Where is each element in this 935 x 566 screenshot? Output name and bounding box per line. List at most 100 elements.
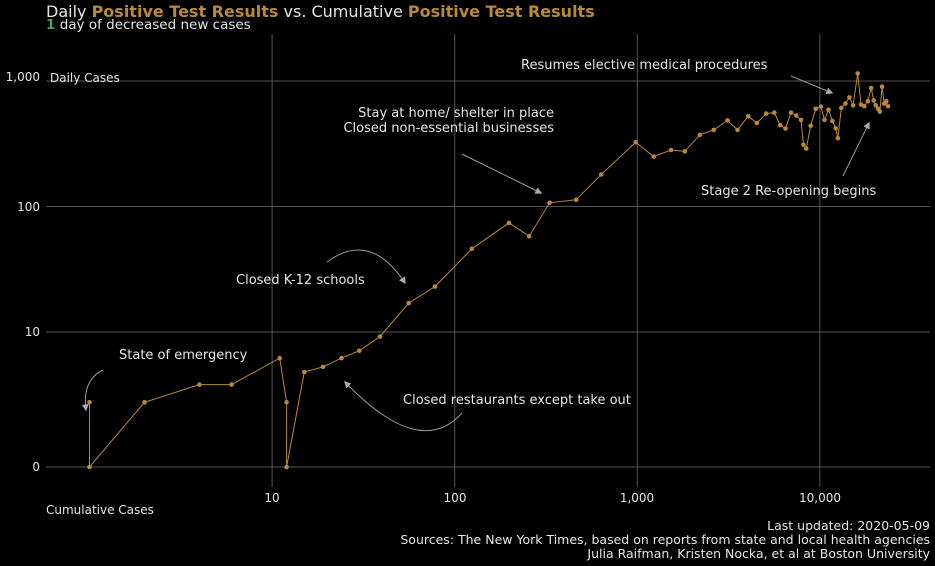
annotation-closed-businesses: Closed non-essential businesses <box>343 121 554 136</box>
data-point <box>850 103 856 108</box>
data-point <box>818 104 824 109</box>
data-point <box>822 117 827 123</box>
data-point <box>725 118 730 123</box>
arrow-closed-schools <box>326 249 406 285</box>
data-point <box>885 103 891 109</box>
data-point <box>697 132 703 138</box>
data-point <box>320 364 326 370</box>
grid-lines <box>46 34 930 487</box>
arrow-elective-procedures <box>790 75 834 95</box>
arrow-stay-at-home <box>461 153 543 194</box>
data-point <box>862 103 867 109</box>
data-point <box>847 95 852 100</box>
data-point <box>879 84 885 89</box>
data-point <box>302 369 307 375</box>
data-point <box>839 105 844 111</box>
data-point <box>339 355 344 361</box>
data-point <box>377 334 383 339</box>
data-point <box>711 127 716 133</box>
data-point <box>573 197 579 203</box>
data-point <box>783 126 788 131</box>
data-point <box>469 246 475 252</box>
data-point <box>865 98 871 104</box>
subtitle-text: day of decreased new cases <box>55 17 251 33</box>
y-tick-label: 0 <box>32 460 40 474</box>
annotation-closed-schools: Closed K-12 schools <box>236 273 365 288</box>
chart-subtitle: 1 day of decreased new cases <box>46 17 251 33</box>
data-point <box>651 154 656 159</box>
data-point <box>830 118 835 124</box>
data-point <box>813 106 818 112</box>
data-point <box>432 284 438 289</box>
annotations: State of emergency Closed K-12 schools C… <box>119 58 877 408</box>
data-point <box>142 400 147 405</box>
decreased-days-count: 1 <box>46 17 56 33</box>
sources: Sources: The New York Times, based on re… <box>400 532 930 547</box>
data-point <box>772 110 777 115</box>
data-point <box>777 122 783 128</box>
data-point <box>406 300 412 306</box>
data-point <box>877 109 883 114</box>
data-point <box>284 400 289 405</box>
data-point <box>873 103 878 108</box>
chart-title: Daily Positive Test Results vs. Cumulati… <box>46 2 595 21</box>
y-tick-label: 10 <box>25 325 40 339</box>
x-tick-label: 1,000 <box>620 491 654 505</box>
arrow-stage-2 <box>842 121 870 177</box>
authors: Julia Raifman, Kristen Nocka, et al at B… <box>587 546 930 561</box>
annotation-elective-procedures: Resumes elective medical procedures <box>521 58 768 73</box>
data-point <box>826 107 831 113</box>
data-point <box>197 382 202 387</box>
x-tick-label: 100 <box>444 491 467 505</box>
y-tick-label: 1,000 <box>6 70 40 84</box>
data-point <box>284 464 289 470</box>
axes: 1,000 100 10 0 10 100 1,000 10,000 Daily… <box>6 70 841 517</box>
x-tick-label: 10,000 <box>799 491 841 505</box>
data-point <box>801 142 806 148</box>
title-middle: vs. Cumulative <box>278 2 408 21</box>
title-highlight-daily: Positive Test Results <box>91 2 279 21</box>
title-highlight-cumulative: Positive Test Results <box>407 2 595 21</box>
x-tick-label: 10 <box>264 491 279 505</box>
x-axis-label: Cumulative Cases <box>46 503 154 517</box>
title-prefix: Daily <box>46 2 92 21</box>
arrow-state-of-emergency <box>81 369 104 412</box>
data-point <box>763 111 769 116</box>
data-point <box>871 98 876 103</box>
data-point <box>788 110 794 115</box>
data-point <box>633 140 638 145</box>
annotation-stage-2: Stage 2 Re-opening begins <box>701 184 877 199</box>
data-point <box>804 146 809 151</box>
data-point <box>547 200 552 206</box>
arrow-closed-restaurants <box>344 380 463 432</box>
data-point <box>356 348 362 354</box>
data-point <box>526 233 532 239</box>
footer: Last updated: 2020-05-09 Sources: The Ne… <box>400 519 930 561</box>
annotation-closed-restaurants: Closed restaurants except take out <box>403 393 631 408</box>
data-point <box>808 123 813 128</box>
data-point <box>833 126 838 131</box>
annotation-arrows <box>81 75 870 432</box>
series-cases <box>87 71 891 470</box>
data-point <box>735 127 740 133</box>
data-point <box>798 117 804 123</box>
y-tick-label: 100 <box>17 200 40 214</box>
data-point <box>868 85 874 91</box>
data-point <box>668 147 674 153</box>
data-point <box>754 120 760 126</box>
y-axis-label: Daily Cases <box>50 71 120 85</box>
data-point <box>855 71 860 76</box>
data-point <box>87 400 92 405</box>
data-point <box>598 172 604 177</box>
data-point <box>229 382 234 387</box>
data-point <box>794 113 799 118</box>
data-point <box>745 114 751 119</box>
data-point <box>682 149 688 154</box>
annotation-stay-at-home: Stay at home/ shelter in place <box>358 106 554 121</box>
data-point <box>87 464 92 470</box>
annotation-state-of-emergency: State of emergency <box>119 348 248 363</box>
last-updated: Last updated: 2020-05-09 <box>767 518 930 533</box>
data-point <box>843 101 848 106</box>
data-point <box>835 135 841 141</box>
